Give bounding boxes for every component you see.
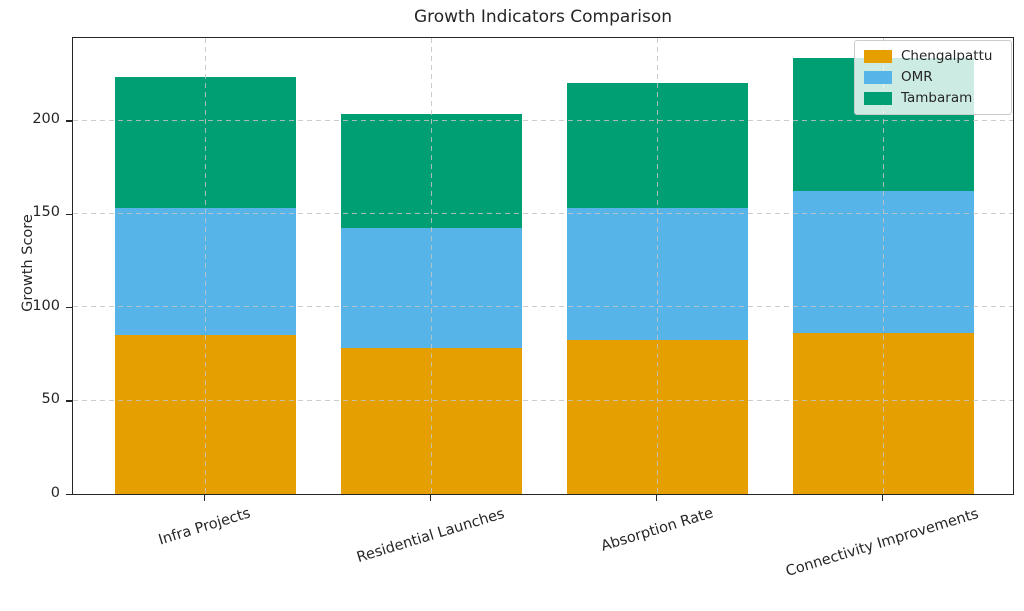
y-axis-label: Growth Score [20, 214, 36, 312]
x-gridline [657, 38, 658, 494]
legend-label: OMR [901, 69, 933, 85]
plot-area [72, 37, 1014, 495]
legend-swatch-omr [864, 70, 892, 84]
legend-label: Chengalpattu [901, 48, 993, 64]
legend-item-tambaram: Tambaram [864, 90, 1001, 106]
legend-label: Tambaram [901, 90, 973, 106]
legend: Chengalpattu OMR Tambaram [854, 40, 1012, 115]
y-tick-label: 0 [50, 484, 60, 501]
x-tick-label: Infra Projects [156, 505, 253, 549]
y-tick-label: 50 [41, 391, 60, 408]
y-tick-label: 100 [32, 297, 60, 314]
x-tick-mark [429, 494, 432, 501]
y-tick-label: 150 [32, 204, 60, 221]
x-gridline [205, 38, 206, 494]
x-tick-label: Absorption Rate [598, 505, 715, 555]
x-tick-label: Residential Launches [355, 505, 507, 566]
y-gridline [73, 212, 1013, 214]
x-tick-mark [881, 494, 884, 501]
y-tick-mark [66, 493, 72, 496]
y-gridline [73, 306, 1013, 308]
y-tick-mark [66, 400, 72, 402]
x-tick-mark [655, 494, 658, 501]
y-tick-mark [66, 120, 72, 122]
y-tick-mark [66, 307, 72, 309]
y-tick-mark [66, 213, 72, 216]
legend-swatch-tambaram [864, 91, 892, 105]
chart-title: Growth Indicators Comparison [413, 7, 673, 27]
y-gridline [73, 119, 1013, 121]
legend-item-omr: OMR [864, 69, 1001, 85]
y-tick-label: 200 [32, 111, 60, 128]
legend-item-chengalpattu: Chengalpattu [864, 48, 1001, 64]
legend-swatch-chengalpattu [864, 49, 892, 63]
y-gridline [73, 399, 1013, 401]
x-gridline [883, 38, 884, 494]
x-gridline [431, 38, 432, 494]
x-tick-label: Connectivity Improvements [784, 505, 981, 580]
x-tick-mark [203, 494, 206, 501]
